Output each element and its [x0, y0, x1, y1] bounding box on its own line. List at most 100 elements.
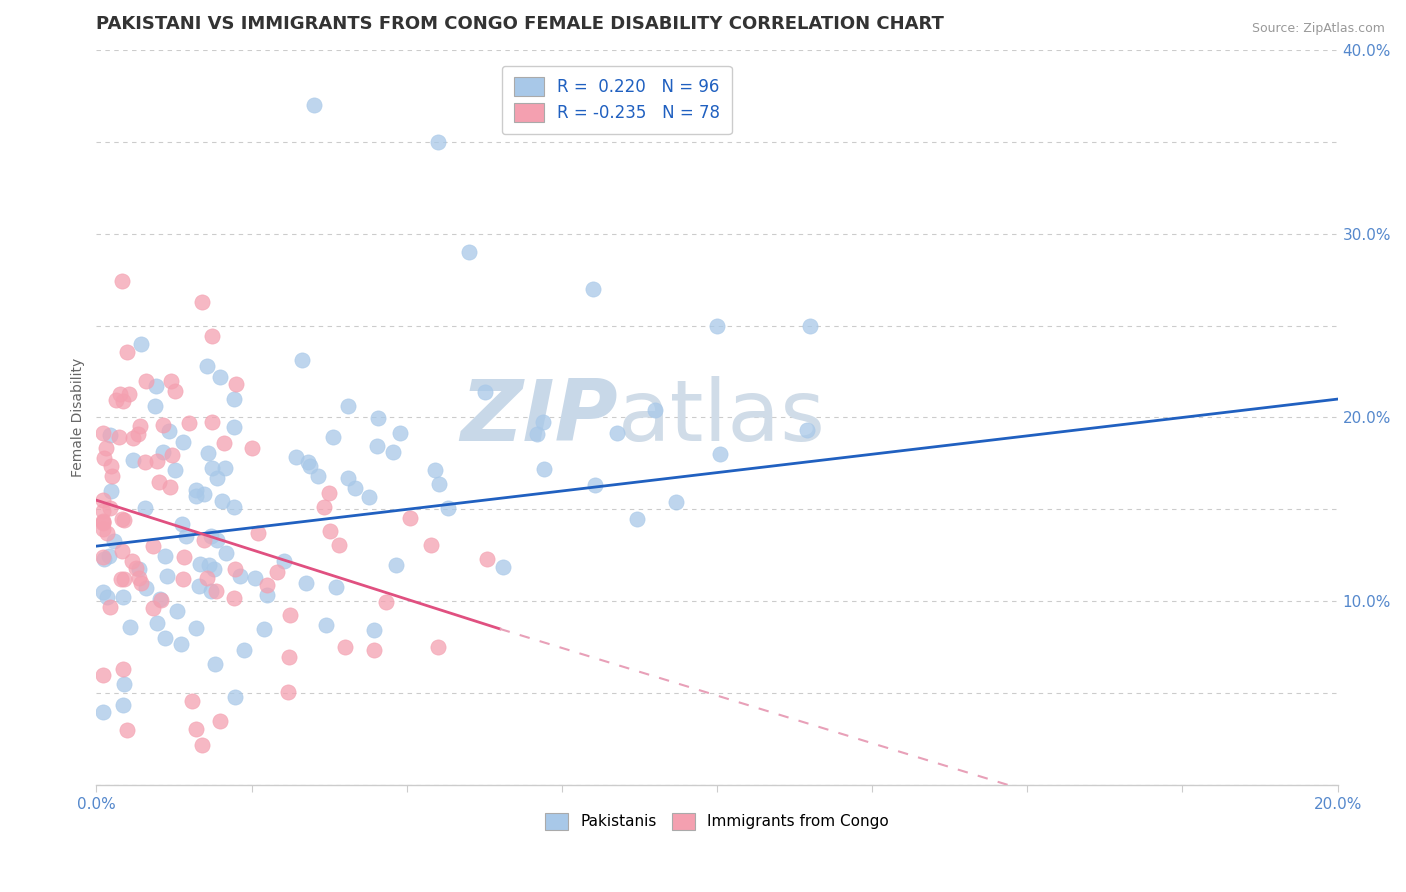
- Point: [143, 399, 166, 413]
- Point: [105, 393, 128, 408]
- Point: [118, 620, 141, 634]
- Point: [799, 318, 821, 333]
- Point: [128, 562, 150, 576]
- Point: [201, 329, 224, 343]
- Point: [243, 571, 266, 585]
- Point: [420, 538, 443, 552]
- Point: [375, 595, 398, 609]
- Point: [111, 394, 134, 409]
- Point: [103, 533, 125, 548]
- Point: [229, 569, 252, 583]
- Point: [215, 546, 238, 560]
- Point: [148, 475, 170, 489]
- Point: [201, 461, 224, 475]
- Point: [98, 500, 121, 515]
- Point: [205, 471, 228, 485]
- Point: [93, 522, 115, 536]
- Point: [297, 455, 319, 469]
- Point: [129, 337, 152, 351]
- Point: [111, 698, 134, 713]
- Point: [307, 468, 329, 483]
- Point: [91, 549, 114, 564]
- Point: [266, 565, 288, 579]
- Point: [134, 455, 156, 469]
- Point: [135, 581, 157, 595]
- Point: [388, 425, 411, 440]
- Point: [336, 471, 359, 485]
- Point: [201, 415, 224, 429]
- Point: [184, 483, 207, 497]
- Point: [149, 592, 172, 607]
- Point: [134, 500, 156, 515]
- Point: [115, 344, 138, 359]
- Point: [145, 379, 167, 393]
- Point: [312, 500, 335, 514]
- Point: [200, 584, 222, 599]
- Point: [337, 400, 360, 414]
- Point: [173, 550, 195, 565]
- Point: [224, 690, 246, 705]
- Point: [98, 549, 121, 564]
- Point: [381, 445, 404, 459]
- Point: [224, 392, 246, 406]
- Point: [110, 572, 132, 586]
- Point: [172, 572, 194, 586]
- Point: [96, 526, 118, 541]
- Point: [125, 560, 148, 574]
- Point: [128, 571, 150, 585]
- Point: [284, 450, 307, 464]
- Point: [100, 469, 122, 483]
- Point: [153, 631, 176, 645]
- Point: [294, 575, 316, 590]
- Point: [291, 353, 314, 368]
- Text: ZIP: ZIP: [460, 376, 617, 459]
- Point: [224, 500, 246, 514]
- Point: [709, 447, 731, 461]
- Point: [111, 590, 134, 604]
- Point: [318, 486, 340, 500]
- Point: [475, 551, 498, 566]
- Point: [533, 462, 555, 476]
- Point: [427, 476, 450, 491]
- Point: [160, 448, 183, 462]
- Point: [209, 369, 232, 384]
- Point: [247, 526, 270, 541]
- Point: [91, 516, 114, 530]
- Point: [425, 463, 447, 477]
- Point: [277, 685, 299, 699]
- Point: [170, 637, 193, 651]
- Y-axis label: Female Disability: Female Disability: [72, 358, 86, 477]
- Point: [195, 359, 218, 374]
- Point: [112, 572, 135, 586]
- Legend: Pakistanis, Immigrants from Congo: Pakistanis, Immigrants from Congo: [538, 806, 896, 837]
- Point: [256, 578, 278, 592]
- Point: [172, 516, 194, 531]
- Point: [315, 618, 337, 632]
- Point: [163, 463, 186, 477]
- Point: [122, 452, 145, 467]
- Point: [177, 417, 200, 431]
- Point: [357, 490, 380, 504]
- Point: [166, 604, 188, 618]
- Point: [474, 384, 496, 399]
- Point: [128, 418, 150, 433]
- Point: [191, 738, 214, 752]
- Point: [325, 580, 347, 594]
- Point: [91, 492, 114, 507]
- Point: [278, 650, 301, 665]
- Point: [363, 623, 385, 637]
- Point: [399, 511, 422, 525]
- Point: [322, 430, 344, 444]
- Point: [319, 524, 342, 539]
- Point: [343, 481, 366, 495]
- Point: [204, 583, 226, 598]
- Point: [91, 425, 114, 440]
- Point: [142, 601, 165, 615]
- Point: [606, 426, 628, 441]
- Point: [328, 538, 350, 552]
- Point: [129, 575, 152, 590]
- Point: [193, 487, 215, 501]
- Point: [155, 569, 177, 583]
- Point: [110, 387, 132, 401]
- Point: [94, 441, 117, 455]
